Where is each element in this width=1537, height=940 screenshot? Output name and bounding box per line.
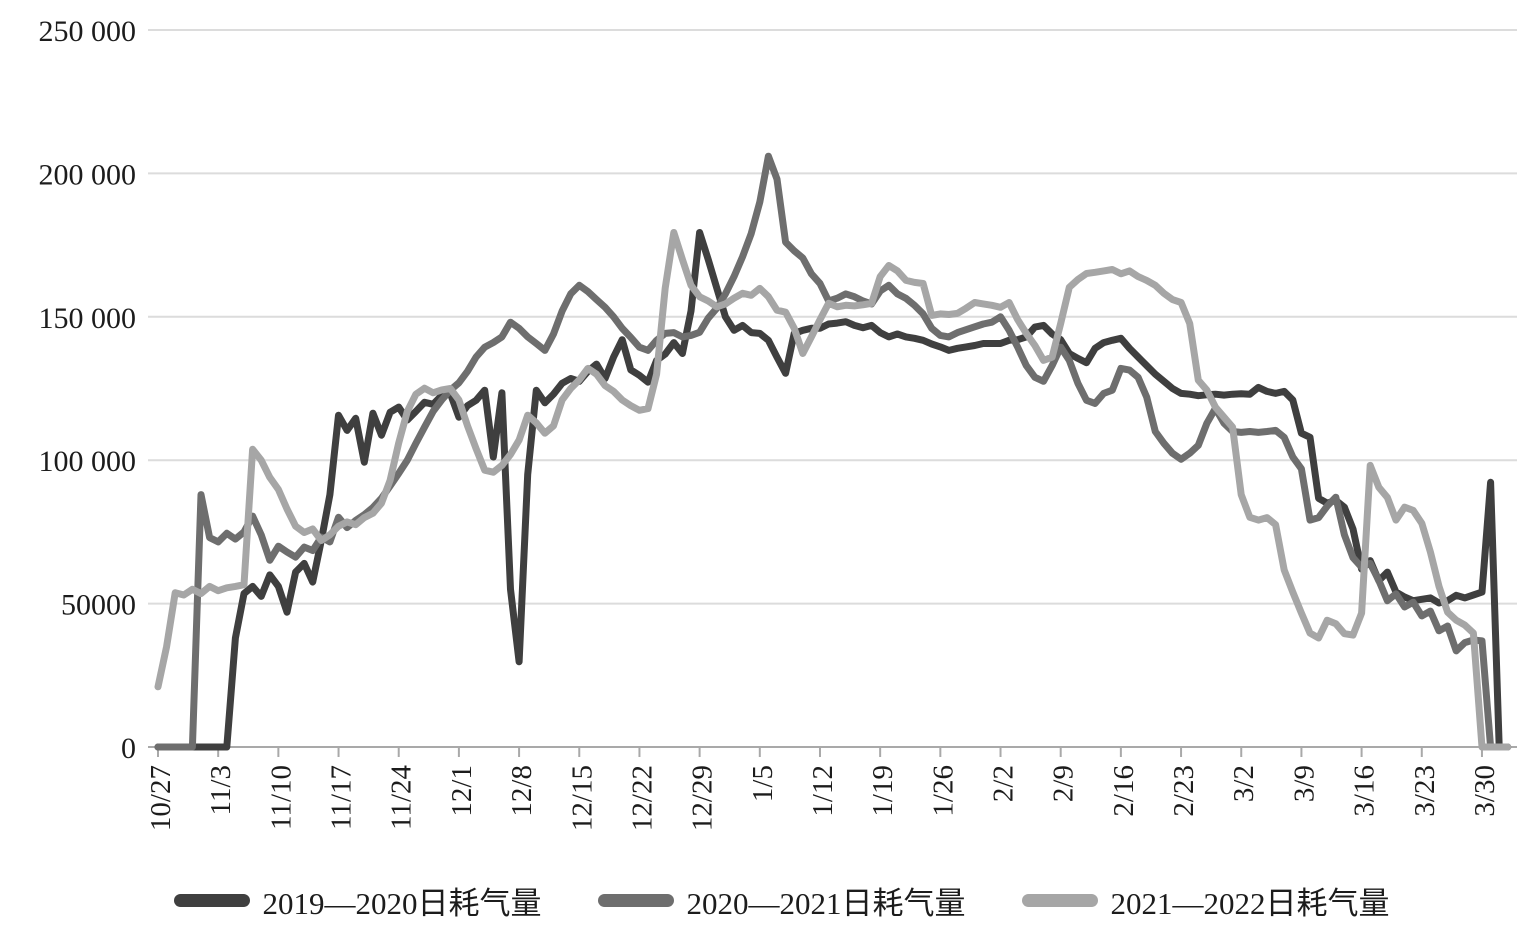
legend-label-2019-2020: 2019—2020日耗气量 (262, 886, 542, 921)
legend-label-2020-2021: 2020—2021日耗气量 (686, 886, 966, 921)
x-axis-tick-label: 12/29 (687, 765, 719, 831)
x-axis-tick-label: 12/22 (626, 765, 658, 831)
x-axis-tick-label: 2/9 (1048, 765, 1080, 802)
y-axis-tick-label: 0 (121, 732, 136, 765)
x-axis-tick-label: 11/24 (386, 765, 418, 830)
x-axis-tick-label: 1/26 (927, 765, 959, 817)
legend-swatch-medium (597, 894, 674, 907)
legend-item-2019-2020: 2019—2020日耗气量 (173, 878, 542, 923)
legend-label-2021-2022: 2021—2022日耗气量 (1110, 886, 1390, 921)
x-axis-tick-label: 1/5 (747, 765, 779, 802)
series-line-0 (154, 229, 1503, 751)
x-axis-tick-label: 11/3 (205, 765, 237, 815)
x-axis-tick-label: 12/1 (446, 765, 478, 817)
chart-legend: 2019—2020日耗气量 2020—2021日耗气量 2021—2022日耗气… (0, 878, 1537, 923)
x-axis-tick-label: 3/2 (1228, 765, 1260, 802)
x-axis-tick-label: 12/8 (506, 765, 538, 817)
x-axis-tick-label: 12/15 (566, 765, 598, 831)
x-axis-tick-label: 3/23 (1409, 765, 1441, 817)
x-axis-tick-label: 3/9 (1288, 765, 1320, 802)
legend-swatch-light (1021, 894, 1098, 907)
legend-item-2020-2021: 2020—2021日耗气量 (597, 878, 966, 923)
legend-item-2021-2022: 2021—2022日耗气量 (1021, 878, 1390, 923)
y-axis-tick-label: 50000 (61, 589, 136, 622)
y-axis-tick-label: 250 000 (39, 15, 137, 48)
x-axis-tick-label: 2/2 (988, 765, 1020, 802)
x-axis-tick-label: 10/27 (145, 765, 177, 831)
series-line-2 (154, 229, 1512, 751)
y-axis-tick-label: 150 000 (39, 302, 137, 335)
x-axis-tick-label: 3/30 (1469, 765, 1501, 817)
y-axis-tick-label: 200 000 (39, 158, 137, 191)
x-axis-tick-label: 1/19 (867, 765, 899, 817)
x-axis-tick-label: 3/16 (1349, 765, 1381, 817)
x-axis-tick-label: 2/23 (1168, 765, 1200, 817)
x-axis-tick-label: 2/16 (1108, 765, 1140, 817)
x-axis-tick-label: 11/17 (326, 765, 358, 830)
x-axis-tick-label: 1/12 (807, 765, 839, 817)
y-axis-tick-label: 100 000 (39, 445, 137, 478)
legend-swatch-dark (173, 894, 250, 907)
x-axis-tick-label: 11/10 (265, 765, 297, 830)
